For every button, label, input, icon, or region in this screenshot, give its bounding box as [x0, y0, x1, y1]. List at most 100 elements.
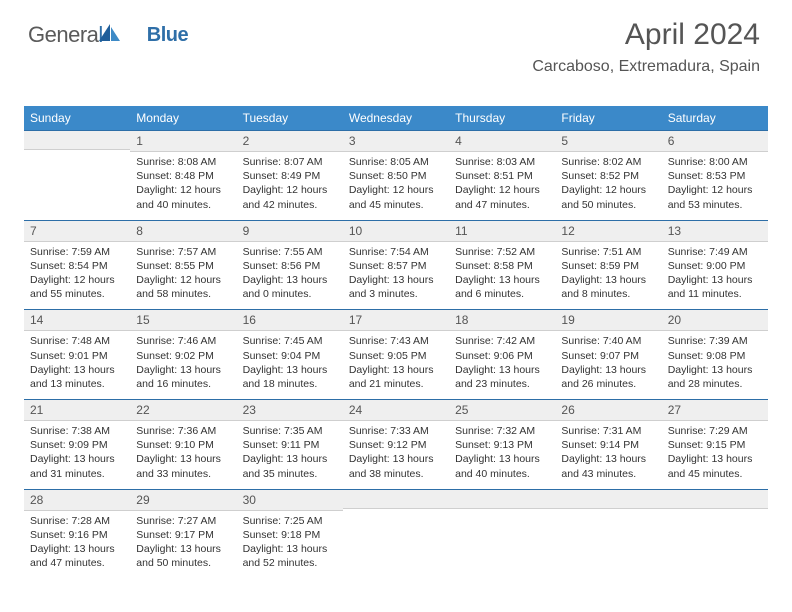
sunset-line: Sunset: 8:52 PM: [561, 169, 655, 183]
sunrise-line: Sunrise: 7:49 AM: [668, 245, 762, 259]
day-number-cell: 2: [237, 130, 343, 152]
sunrise-line: Sunrise: 7:35 AM: [243, 424, 337, 438]
day-number-cell: 7: [24, 220, 130, 242]
daylight-line: Daylight: 13 hours and 35 minutes.: [243, 452, 337, 480]
day-number-cell: 15: [130, 309, 236, 331]
day-number-cell: 11: [449, 220, 555, 242]
day-content: Sunrise: 8:08 AMSunset: 8:48 PMDaylight:…: [130, 152, 236, 220]
sunset-line: Sunset: 9:15 PM: [668, 438, 762, 452]
empty-day-bar: [555, 489, 661, 509]
day-number-cell: 21: [24, 399, 130, 421]
sunrise-line: Sunrise: 8:07 AM: [243, 155, 337, 169]
sunset-line: Sunset: 9:11 PM: [243, 438, 337, 452]
day-number-cell: 8: [130, 220, 236, 242]
daylight-line: Daylight: 12 hours and 40 minutes.: [136, 183, 230, 211]
sunrise-line: Sunrise: 7:29 AM: [668, 424, 762, 438]
day-header: Saturday: [662, 106, 768, 130]
calendar-table: SundayMondayTuesdayWednesdayThursdayFrid…: [24, 106, 768, 578]
sunrise-line: Sunrise: 8:05 AM: [349, 155, 443, 169]
day-number: 9: [237, 220, 343, 242]
day-number: 24: [343, 399, 449, 421]
day-number: 21: [24, 399, 130, 421]
day-number-cell: 4: [449, 130, 555, 152]
day-content-cell: Sunrise: 7:40 AMSunset: 9:07 PMDaylight:…: [555, 331, 661, 399]
sunrise-line: Sunrise: 7:57 AM: [136, 245, 230, 259]
day-number-cell: 1: [130, 130, 236, 152]
day-number-cell: 6: [662, 130, 768, 152]
day-number: 8: [130, 220, 236, 242]
day-number-cell: 20: [662, 309, 768, 331]
day-content-cell: Sunrise: 7:57 AMSunset: 8:55 PMDaylight:…: [130, 242, 236, 310]
sunset-line: Sunset: 8:53 PM: [668, 169, 762, 183]
logo-sail-icon: [99, 24, 121, 47]
day-content: [449, 511, 555, 569]
day-content-cell: Sunrise: 7:52 AMSunset: 8:58 PMDaylight:…: [449, 242, 555, 310]
day-number-cell: 19: [555, 309, 661, 331]
day-number-cell: 23: [237, 399, 343, 421]
day-number: 26: [555, 399, 661, 421]
sunrise-line: Sunrise: 7:52 AM: [455, 245, 549, 259]
daylight-line: Daylight: 13 hours and 40 minutes.: [455, 452, 549, 480]
day-content: Sunrise: 7:25 AMSunset: 9:18 PMDaylight:…: [237, 511, 343, 579]
sunset-line: Sunset: 9:05 PM: [349, 349, 443, 363]
empty-day-bar: [662, 489, 768, 509]
day-number-cell: 29: [130, 489, 236, 511]
day-number-cell: 16: [237, 309, 343, 331]
day-content: Sunrise: 7:51 AMSunset: 8:59 PMDaylight:…: [555, 242, 661, 310]
day-number-cell: 27: [662, 399, 768, 421]
sunrise-line: Sunrise: 8:02 AM: [561, 155, 655, 169]
day-number: 5: [555, 130, 661, 152]
sunrise-line: Sunrise: 7:54 AM: [349, 245, 443, 259]
daylight-line: Daylight: 13 hours and 26 minutes.: [561, 363, 655, 391]
day-content-cell: Sunrise: 7:46 AMSunset: 9:02 PMDaylight:…: [130, 331, 236, 399]
day-number: 6: [662, 130, 768, 152]
sunset-line: Sunset: 9:07 PM: [561, 349, 655, 363]
day-number-cell: 26: [555, 399, 661, 421]
day-content: Sunrise: 7:36 AMSunset: 9:10 PMDaylight:…: [130, 421, 236, 489]
logo-text-blue: Blue: [147, 24, 188, 47]
day-number: 3: [343, 130, 449, 152]
daylight-line: Daylight: 13 hours and 43 minutes.: [561, 452, 655, 480]
daylight-line: Daylight: 13 hours and 0 minutes.: [243, 273, 337, 301]
day-number-cell: [24, 130, 130, 152]
sunrise-line: Sunrise: 7:36 AM: [136, 424, 230, 438]
daylight-line: Daylight: 12 hours and 47 minutes.: [455, 183, 549, 211]
daylight-line: Daylight: 13 hours and 18 minutes.: [243, 363, 337, 391]
day-number-cell: 25: [449, 399, 555, 421]
day-number-cell: [449, 489, 555, 511]
sunrise-line: Sunrise: 7:45 AM: [243, 334, 337, 348]
week-number-row: 14151617181920: [24, 309, 768, 331]
day-content-cell: [449, 511, 555, 579]
day-content-cell: [343, 511, 449, 579]
day-content: Sunrise: 8:07 AMSunset: 8:49 PMDaylight:…: [237, 152, 343, 220]
week-content-row: Sunrise: 7:48 AMSunset: 9:01 PMDaylight:…: [24, 331, 768, 399]
sunset-line: Sunset: 9:02 PM: [136, 349, 230, 363]
day-content-cell: Sunrise: 7:29 AMSunset: 9:15 PMDaylight:…: [662, 421, 768, 489]
sunrise-line: Sunrise: 7:39 AM: [668, 334, 762, 348]
daylight-line: Daylight: 12 hours and 58 minutes.: [136, 273, 230, 301]
daylight-line: Daylight: 13 hours and 23 minutes.: [455, 363, 549, 391]
sunrise-line: Sunrise: 8:03 AM: [455, 155, 549, 169]
day-content: Sunrise: 8:02 AMSunset: 8:52 PMDaylight:…: [555, 152, 661, 220]
sunrise-line: Sunrise: 7:59 AM: [30, 245, 124, 259]
day-content: [24, 152, 130, 210]
sunset-line: Sunset: 8:51 PM: [455, 169, 549, 183]
day-number-cell: [555, 489, 661, 511]
sunset-line: Sunset: 9:04 PM: [243, 349, 337, 363]
day-content: Sunrise: 7:39 AMSunset: 9:08 PMDaylight:…: [662, 331, 768, 399]
day-number-cell: 13: [662, 220, 768, 242]
sunrise-line: Sunrise: 7:48 AM: [30, 334, 124, 348]
week-number-row: 78910111213: [24, 220, 768, 242]
sunset-line: Sunset: 8:48 PM: [136, 169, 230, 183]
day-number: 27: [662, 399, 768, 421]
day-content: [662, 511, 768, 569]
sunrise-line: Sunrise: 7:32 AM: [455, 424, 549, 438]
page-header: April 2024 Carcaboso, Extremadura, Spain: [532, 18, 760, 76]
sunset-line: Sunset: 8:50 PM: [349, 169, 443, 183]
day-content-cell: Sunrise: 7:36 AMSunset: 9:10 PMDaylight:…: [130, 421, 236, 489]
day-content-cell: Sunrise: 8:03 AMSunset: 8:51 PMDaylight:…: [449, 152, 555, 220]
daylight-line: Daylight: 13 hours and 31 minutes.: [30, 452, 124, 480]
day-header: Monday: [130, 106, 236, 130]
day-number-cell: 9: [237, 220, 343, 242]
day-number: 22: [130, 399, 236, 421]
